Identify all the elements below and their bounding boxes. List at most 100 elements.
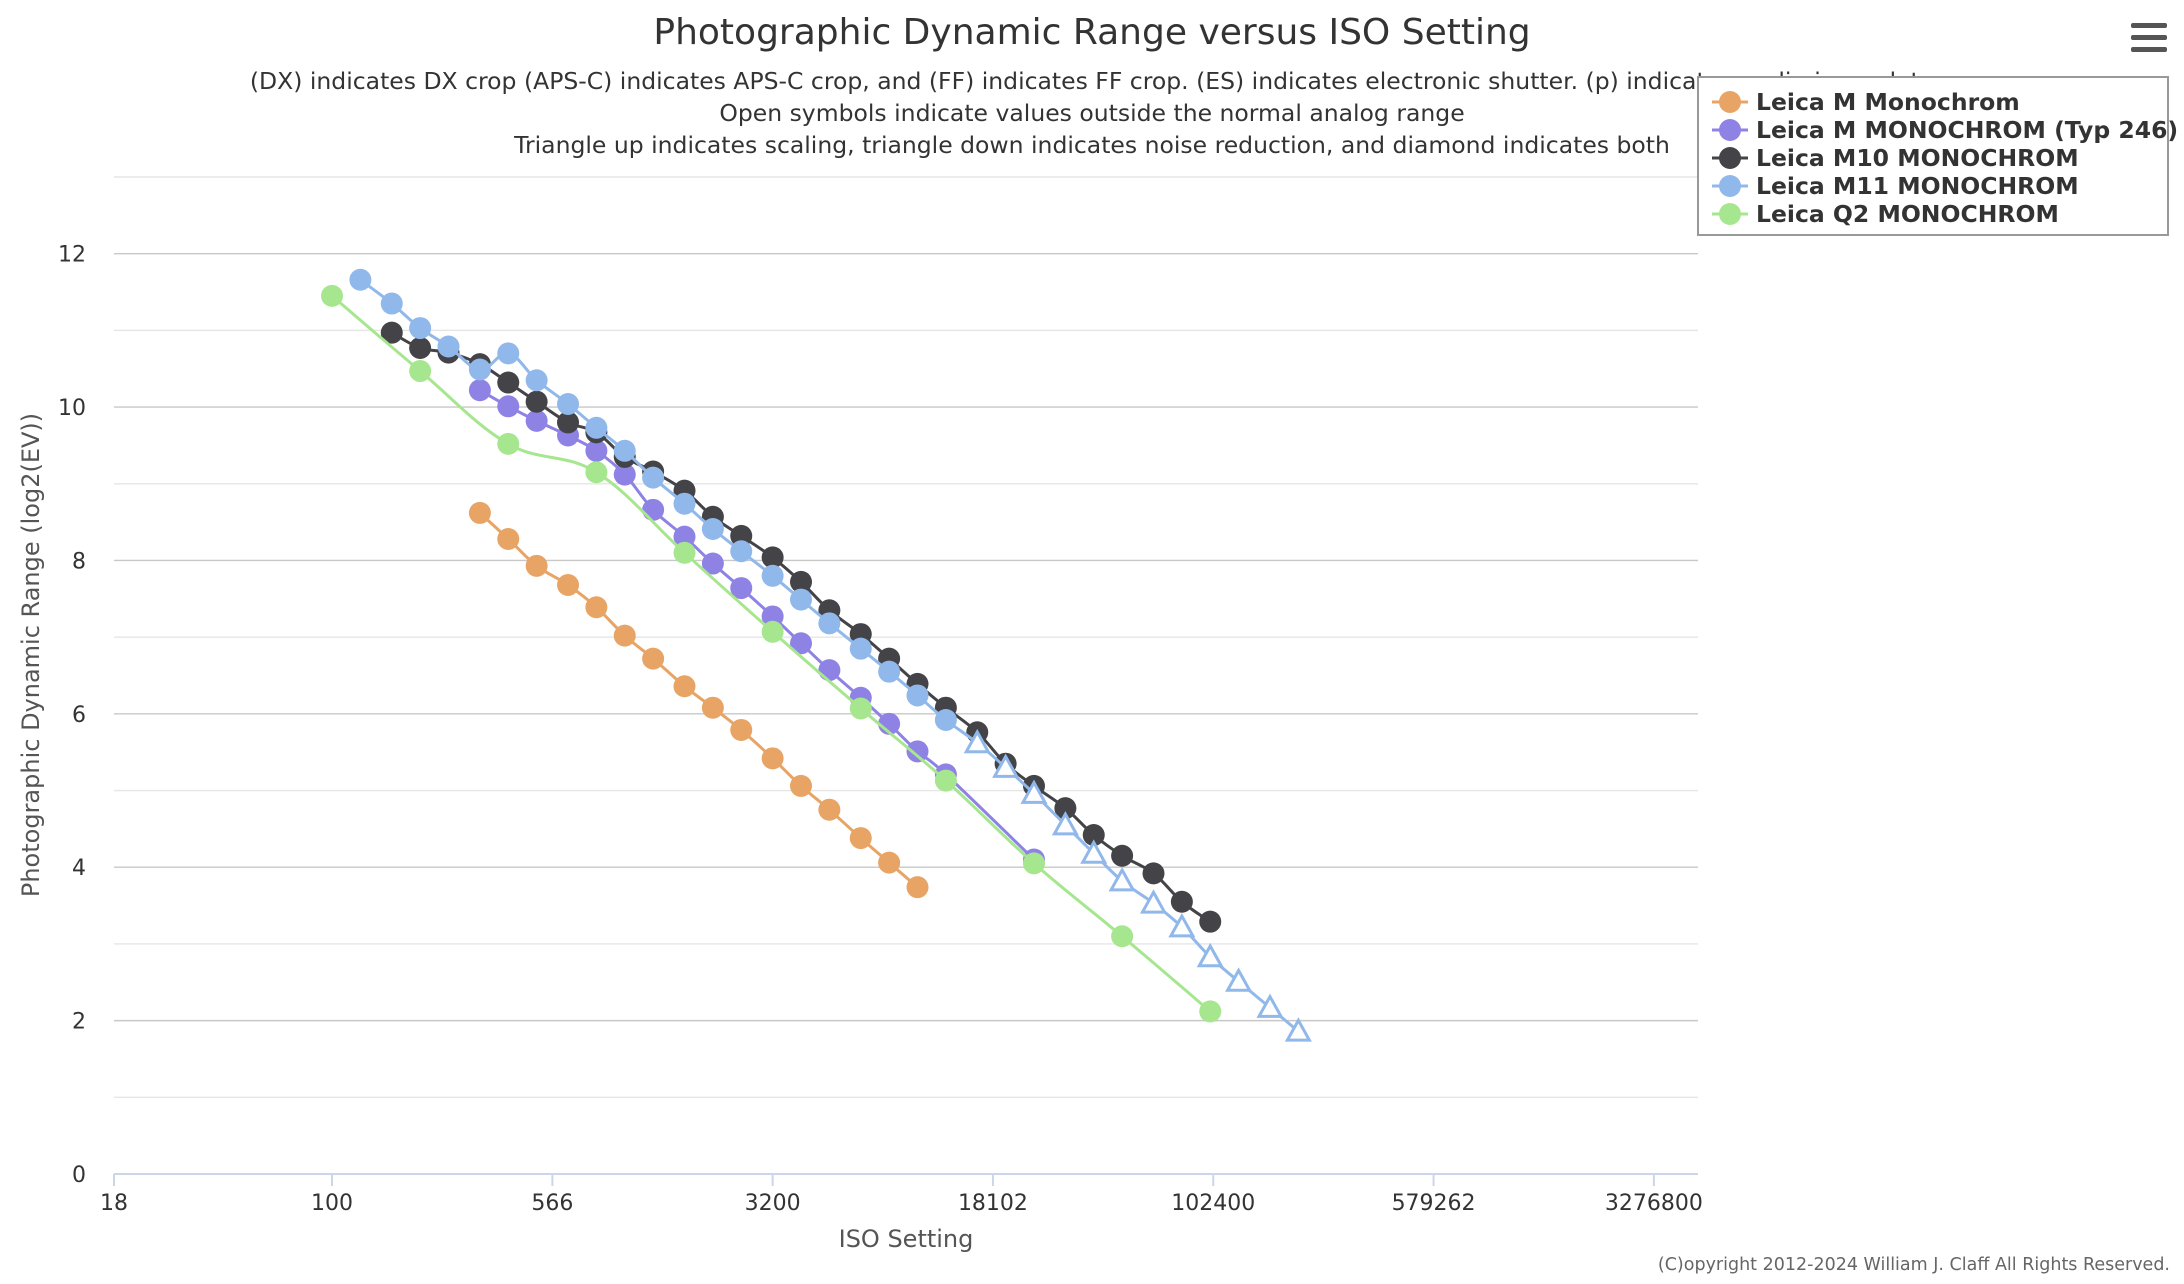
data-point-open-triangle[interactable]: [1284, 1017, 1312, 1042]
data-point[interactable]: [1170, 890, 1193, 913]
data-point[interactable]: [673, 675, 696, 698]
data-point-open-triangle[interactable]: [1080, 839, 1108, 864]
data-point[interactable]: [818, 612, 841, 635]
data-point[interactable]: [525, 409, 548, 432]
data-point[interactable]: [497, 342, 520, 365]
data-point[interactable]: [613, 439, 636, 462]
data-point-open-triangle[interactable]: [1196, 942, 1224, 968]
data-point[interactable]: [790, 774, 813, 797]
legend-item[interactable]: Leica M MONOCHROM (Typ 246): [1712, 116, 2178, 144]
data-point[interactable]: [761, 620, 784, 643]
legend-item[interactable]: Leica M Monochrom: [1712, 88, 2020, 116]
data-point[interactable]: [642, 498, 665, 521]
data-point[interactable]: [525, 554, 548, 577]
data-point[interactable]: [730, 577, 753, 600]
data-point-open-triangle[interactable]: [1051, 810, 1079, 836]
data-point[interactable]: [585, 416, 608, 439]
data-point[interactable]: [934, 708, 957, 731]
legend-symbol-marker: [1719, 119, 1741, 141]
data-point[interactable]: [468, 501, 491, 524]
data-point[interactable]: [409, 360, 432, 383]
data-point[interactable]: [585, 461, 608, 484]
data-point[interactable]: [761, 564, 784, 587]
data-point[interactable]: [761, 546, 784, 569]
data-point[interactable]: [790, 588, 813, 611]
data-point[interactable]: [701, 518, 724, 541]
chart-title: Photographic Dynamic Range versus ISO Se…: [653, 12, 1530, 53]
data-point[interactable]: [642, 647, 665, 670]
data-point-open-triangle[interactable]: [1139, 889, 1168, 914]
data-point[interactable]: [468, 358, 491, 381]
data-point[interactable]: [878, 851, 901, 874]
data-point[interactable]: [878, 660, 901, 683]
data-point[interactable]: [1199, 910, 1222, 933]
data-point[interactable]: [730, 540, 753, 563]
data-point[interactable]: [409, 337, 432, 360]
legend-item[interactable]: Leica Q2 MONOCHROM: [1712, 200, 2059, 228]
data-point[interactable]: [1054, 797, 1077, 820]
data-point[interactable]: [380, 321, 403, 344]
data-point[interactable]: [321, 284, 344, 307]
data-point[interactable]: [349, 268, 372, 291]
data-point[interactable]: [437, 335, 460, 358]
data-point-open-triangle[interactable]: [1108, 866, 1136, 892]
data-point[interactable]: [613, 624, 636, 647]
data-point[interactable]: [409, 317, 432, 340]
data-point-open-triangle[interactable]: [1020, 779, 1048, 804]
data-point[interactable]: [730, 524, 753, 547]
data-point-open-triangle[interactable]: [1168, 912, 1196, 938]
data-point-open-triangle[interactable]: [992, 753, 1020, 778]
data-point[interactable]: [1022, 852, 1045, 875]
data-point[interactable]: [1111, 844, 1134, 867]
data-point[interactable]: [818, 659, 841, 682]
data-point[interactable]: [497, 527, 520, 550]
data-point[interactable]: [1142, 862, 1165, 885]
data-point[interactable]: [761, 747, 784, 770]
data-point[interactable]: [934, 769, 957, 792]
data-point[interactable]: [585, 439, 608, 462]
data-point[interactable]: [525, 390, 548, 413]
data-point[interactable]: [761, 605, 784, 628]
legend-item[interactable]: Leica M10 MONOCHROM: [1712, 144, 2079, 172]
data-point[interactable]: [557, 574, 580, 597]
data-point-open-triangle[interactable]: [1256, 993, 1284, 1018]
data-point[interactable]: [906, 684, 929, 707]
y-axis-ticks: 0 2 4 6 8 10 12: [58, 243, 86, 1188]
data-point[interactable]: [1082, 824, 1105, 847]
data-point[interactable]: [849, 827, 872, 850]
data-point[interactable]: [849, 697, 872, 720]
data-point[interactable]: [642, 466, 665, 489]
legend-item[interactable]: Leica M11 MONOCHROM: [1712, 172, 2079, 200]
data-point[interactable]: [497, 371, 520, 394]
data-point[interactable]: [673, 492, 696, 515]
data-point[interactable]: [673, 541, 696, 564]
data-point[interactable]: [497, 432, 520, 455]
data-point[interactable]: [613, 463, 636, 486]
data-point[interactable]: [673, 525, 696, 548]
data-point-open-triangle[interactable]: [1225, 967, 1253, 992]
data-point[interactable]: [730, 718, 753, 741]
data-point[interactable]: [701, 552, 724, 575]
data-point[interactable]: [849, 637, 872, 660]
context-menu-button[interactable]: [2120, 18, 2170, 58]
data-point[interactable]: [790, 570, 813, 593]
data-point[interactable]: [1199, 1000, 1222, 1023]
data-point[interactable]: [906, 740, 929, 763]
data-point[interactable]: [557, 411, 580, 434]
data-point-open-triangle[interactable]: [963, 728, 991, 754]
data-point[interactable]: [557, 393, 580, 416]
data-point[interactable]: [380, 292, 403, 315]
hamburger-menu-icon[interactable]: [2131, 23, 2167, 52]
data-point[interactable]: [497, 395, 520, 418]
data-point[interactable]: [701, 696, 724, 719]
x-tick-label: 18: [100, 1191, 128, 1216]
y-tick-label: 10: [58, 396, 86, 421]
data-point[interactable]: [790, 632, 813, 655]
data-point[interactable]: [468, 379, 491, 402]
data-point[interactable]: [585, 596, 608, 619]
data-point[interactable]: [818, 798, 841, 821]
data-point[interactable]: [525, 369, 548, 392]
data-point[interactable]: [906, 876, 929, 899]
data-point[interactable]: [1111, 925, 1134, 948]
